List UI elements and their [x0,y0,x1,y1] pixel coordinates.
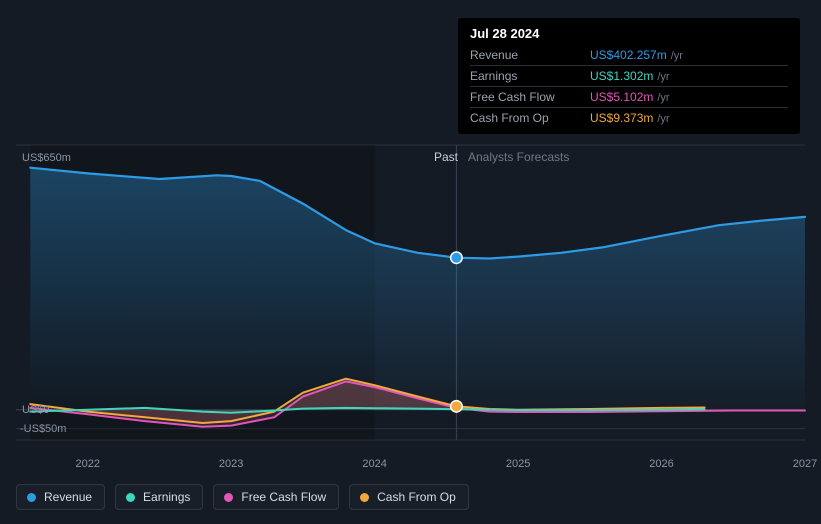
legend-label: Revenue [44,490,92,504]
region-label-past: Past [434,150,458,164]
tooltip-row: EarningsUS$1.302m/yr [470,66,788,87]
tooltip-value-cell: US$1.302m/yr [590,66,788,87]
y-axis-tick-label: US$650m [22,152,71,164]
y-axis-tick-label: -US$50m [20,423,66,435]
tooltip-unit: /yr [653,71,669,83]
legend-swatch [27,493,36,502]
tooltip-date: Jul 28 2024 [470,26,788,45]
tooltip-value: US$9.373m [590,111,653,125]
legend-item-fcf[interactable]: Free Cash Flow [213,484,339,510]
tooltip-metric: Cash From Op [470,108,590,129]
x-axis-tick-label: 2024 [362,458,386,470]
financials-forecast-chart: US$650m US$0 -US$50m 2022 2023 2024 2025 2026 2… [0,0,821,524]
tooltip-unit: /yr [653,113,669,125]
tooltip-unit: /yr [667,50,683,62]
tooltip-metric: Free Cash Flow [470,87,590,108]
legend-swatch [126,493,135,502]
tooltip-value: US$402.257m [590,48,667,62]
legend-swatch [360,493,369,502]
tooltip-metric: Revenue [470,45,590,66]
tooltip-unit: /yr [653,92,669,104]
legend-swatch [224,493,233,502]
tooltip-value: US$1.302m [590,69,653,83]
legend-label: Free Cash Flow [241,490,326,504]
tooltip-metric: Earnings [470,66,590,87]
legend-label: Cash From Op [377,490,456,504]
tooltip-value-cell: US$9.373m/yr [590,108,788,129]
y-axis-tick-label: US$0 [22,404,50,416]
x-axis-tick-label: 2026 [649,458,673,470]
x-axis-tick-label: 2025 [506,458,530,470]
tooltip-value-cell: US$402.257m/yr [590,45,788,66]
legend-item-cfo[interactable]: Cash From Op [349,484,469,510]
tooltip-row: RevenueUS$402.257m/yr [470,45,788,66]
x-axis-tick-label: 2022 [75,458,99,470]
legend-item-revenue[interactable]: Revenue [16,484,105,510]
tooltip-row: Free Cash FlowUS$5.102m/yr [470,87,788,108]
region-label-forecast: Analysts Forecasts [468,150,569,164]
x-axis-tick-label: 2027 [793,458,817,470]
tooltip-value-cell: US$5.102m/yr [590,87,788,108]
tooltip-value: US$5.102m [590,90,653,104]
legend-label: Earnings [143,490,190,504]
legend-item-earnings[interactable]: Earnings [115,484,203,510]
chart-legend: Revenue Earnings Free Cash Flow Cash From O… [16,484,469,510]
tooltip-row: Cash From OpUS$9.373m/yr [470,108,788,129]
x-axis-tick-label: 2023 [219,458,243,470]
chart-tooltip: Jul 28 2024 RevenueUS$402.257m/yrEarning… [458,18,800,134]
